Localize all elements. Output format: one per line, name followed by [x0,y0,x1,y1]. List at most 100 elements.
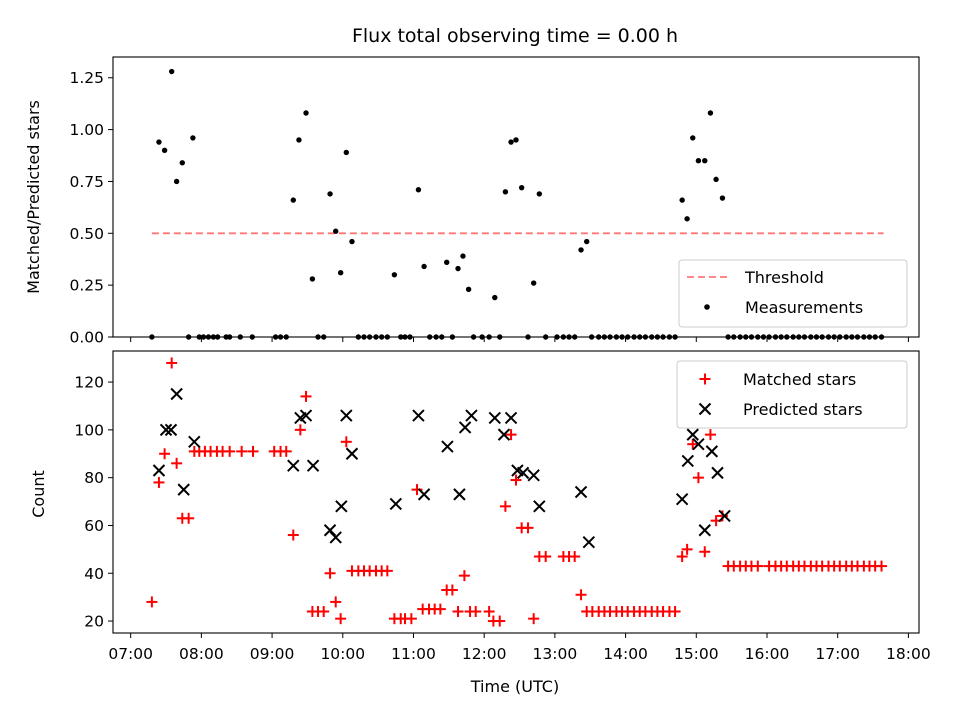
measurement-point [690,135,696,141]
measurement-point [695,158,702,164]
measurement-point [731,334,737,340]
measurement-point [861,334,867,340]
measurement-point [470,334,477,340]
measurement-point [502,189,509,195]
measurement-point [309,276,316,282]
matched-points [146,357,888,627]
count-x-ticks: 07:00 08:00 09:00 10:00 11:00 12:00 13:00 14:00… [108,633,931,663]
x-tick-label: 16:00 [745,645,790,663]
measurement-point [755,334,761,340]
matched-point [224,445,236,457]
ratio-y-axis-label: Matched/Predicted stars [24,100,43,294]
measurement-point [843,334,849,340]
predicted-point [574,485,588,499]
x-tick-label: 11:00 [391,645,436,663]
measurement-point [790,334,796,340]
measurement-point [560,334,567,340]
matched-point [446,584,458,596]
matched-point [236,445,248,457]
measurement-point [460,253,466,259]
measurement-point [878,334,885,340]
matched-point [699,546,711,558]
measurement-point [378,334,385,340]
measurement-point [277,334,284,340]
x-tick-label: 08:00 [179,645,224,663]
measurement-point [748,334,755,340]
measurement-point [801,334,808,340]
predicted-point [533,500,546,513]
matched-point [704,429,716,441]
measurement-point [391,272,398,278]
measurement-point [156,139,162,145]
matched-point [159,448,171,460]
measurement-point [303,110,309,116]
measurement-point [465,286,472,292]
measurement-point [760,334,767,340]
matched-point [330,596,342,608]
y-tick-label: 0.75 [69,173,104,191]
measurement-point [421,263,427,270]
predicted-point [417,488,431,501]
predicted-point [686,428,699,441]
matched-point [434,603,446,615]
measurement-point [237,334,243,340]
measurement-point [479,334,485,340]
measurement-point [666,334,673,340]
measurement-point [743,334,749,340]
measurement-point [433,334,439,340]
predicted-point [718,509,731,523]
predicted-point [692,437,705,451]
ratio-legend: Threshold Measurements [678,259,908,328]
measurement-point [283,334,289,340]
predicted-point [698,524,711,537]
predicted-point [582,535,596,549]
measurement-point [205,334,212,340]
measurement-point [625,334,631,340]
predicted-point [504,411,518,425]
predicted-point [516,466,530,480]
x-tick-label: 12:00 [462,645,507,663]
measurement-point [185,334,192,340]
legend-matched-marker [699,373,711,385]
x-tick-label: 09:00 [250,645,295,663]
x-tick-label: 18:00 [886,645,931,663]
predicted-point [335,500,348,513]
measurement-point [649,334,655,340]
measurement-point [190,135,196,141]
measurement-point [719,195,726,201]
predicted-point [152,464,166,477]
measurement-point [486,334,492,340]
legend-predicted-marker [698,402,712,416]
measurement-point [196,334,202,340]
measurement-point [439,334,445,340]
measurement-point [654,334,661,340]
measurement-point [398,334,404,340]
matched-point [522,522,534,534]
count-y-axis-label: Count [29,470,48,518]
predicted-point [306,459,320,472]
measurement-point [866,334,873,340]
measurement-point [508,139,514,145]
measurement-point [578,247,584,253]
measurement-point [588,334,595,340]
matched-point [324,567,336,579]
matched-point [716,510,728,522]
measurement-point [613,334,620,340]
matched-point [540,551,552,563]
measurement-point [530,280,537,286]
predicted-point [188,435,201,449]
measurement-point [168,68,175,75]
measurement-point [343,149,350,156]
measurement-point [702,158,708,164]
measurement-point [333,228,339,234]
measurement-point [427,334,433,340]
matched-point [494,615,506,627]
measurement-point [660,334,666,340]
predicted-point [329,531,342,544]
measurement-point [492,294,498,301]
y-tick-label: 100 [74,421,104,439]
matched-point [318,605,330,617]
predicted-point [441,440,454,453]
measurement-point [355,334,362,340]
